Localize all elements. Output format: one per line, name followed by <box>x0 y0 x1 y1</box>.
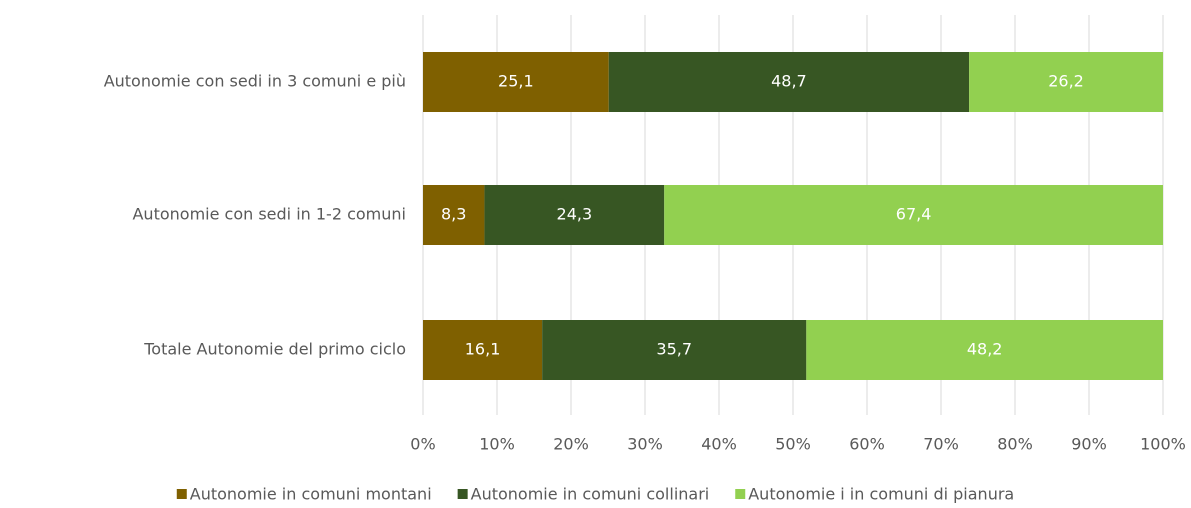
x-tick-label: 50% <box>775 435 811 454</box>
data-label: 67,4 <box>896 205 932 224</box>
data-label: 48,7 <box>771 72 807 91</box>
bar-segment <box>608 52 970 112</box>
legend-label: Autonomie in comuni collinari <box>471 485 710 504</box>
x-tick-label: 0% <box>410 435 435 454</box>
x-tick-label: 20% <box>553 435 589 454</box>
y-tick-label: Totale Autonomie del primo ciclo <box>143 340 406 359</box>
y-tick-label: Autonomie con sedi in 3 comuni e più <box>104 72 406 91</box>
bar-segment <box>423 320 543 380</box>
data-label: 24,3 <box>557 205 593 224</box>
data-label: 8,3 <box>441 205 466 224</box>
bar-segment <box>423 52 609 112</box>
data-label: 26,2 <box>1048 72 1084 91</box>
x-tick-label: 40% <box>701 435 737 454</box>
x-tick-label: 90% <box>1071 435 1107 454</box>
bar-segment <box>969 52 1163 112</box>
x-tick-label: 70% <box>923 435 959 454</box>
data-label: 35,7 <box>656 340 692 359</box>
x-tick-label: 60% <box>849 435 885 454</box>
x-tick-label: 80% <box>997 435 1033 454</box>
legend-label: Autonomie in comuni montani <box>190 485 432 504</box>
x-tick-label: 10% <box>479 435 515 454</box>
bar-segment <box>423 185 485 245</box>
data-label: 25,1 <box>498 72 534 91</box>
data-label: 16,1 <box>465 340 501 359</box>
bar-segment <box>542 320 807 380</box>
x-tick-label: 100% <box>1140 435 1186 454</box>
legend-swatch <box>735 489 746 499</box>
bar-segment <box>484 185 665 245</box>
y-tick-label: Autonomie con sedi in 1-2 comuni <box>132 205 406 224</box>
bar-segment <box>806 320 1163 380</box>
legend-swatch <box>457 489 468 499</box>
legend-swatch <box>176 489 187 499</box>
data-label: 48,2 <box>967 340 1003 359</box>
legend-label: Autonomie i in comuni di pianura <box>748 485 1014 504</box>
x-tick-label: 30% <box>627 435 663 454</box>
bar-segment <box>664 185 1163 245</box>
